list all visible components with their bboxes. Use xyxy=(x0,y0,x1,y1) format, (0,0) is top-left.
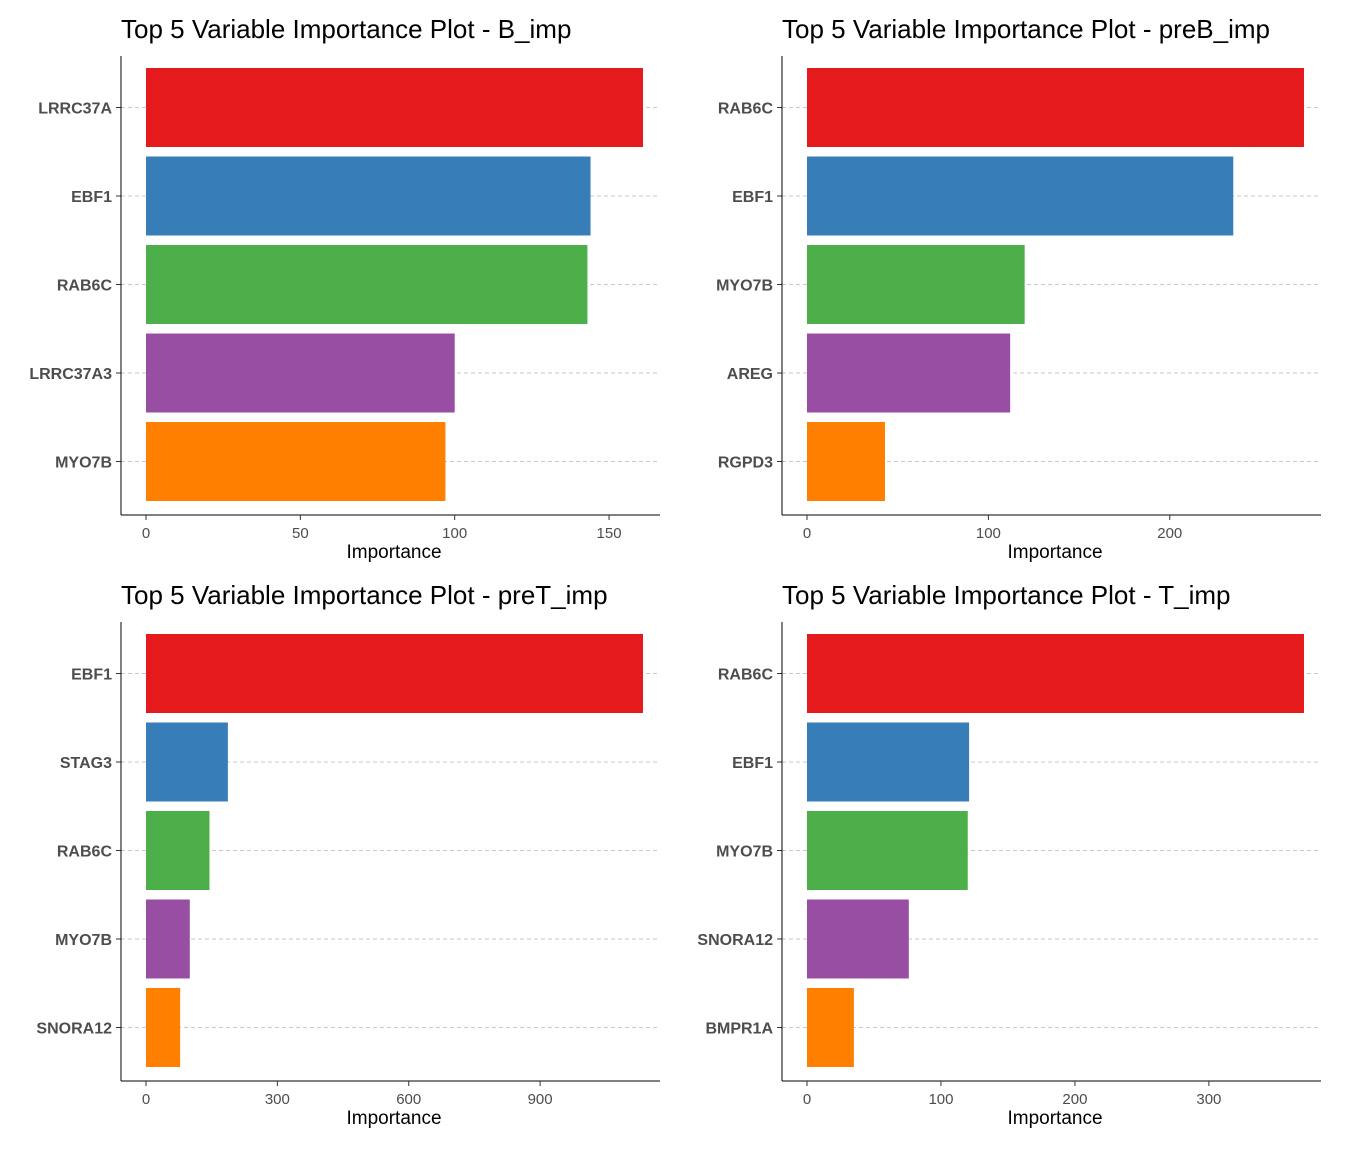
y-tick-label: BMPR1A xyxy=(705,1021,773,1038)
y-tick-label: RGPD3 xyxy=(718,455,773,472)
x-axis-label: Importance xyxy=(346,1108,442,1129)
bar-bmpr1a xyxy=(807,988,854,1067)
bar-lrrc37a xyxy=(146,68,643,147)
x-tick-label: 600 xyxy=(396,1091,421,1108)
chart-title: Top 5 Variable Importance Plot - T_imp xyxy=(782,580,1231,610)
bar-snora12 xyxy=(146,988,181,1067)
x-axis-label: Importance xyxy=(1007,542,1103,563)
bar-snora12 xyxy=(807,899,909,979)
y-tick-label: EBF1 xyxy=(732,755,773,772)
bar-ebf1 xyxy=(807,722,970,802)
x-tick-label: 0 xyxy=(142,1091,150,1108)
x-tick-label: 300 xyxy=(1196,1091,1221,1108)
bar-rab6c xyxy=(146,811,210,890)
y-tick-label: SNORA12 xyxy=(36,1021,112,1038)
chart-panel-pret-imp: Top 5 Variable Importance Plot - preT_im… xyxy=(0,566,660,1132)
y-tick-label: STAG3 xyxy=(60,755,112,772)
bar-lrrc37a3 xyxy=(146,333,455,413)
y-tick-label: EBF1 xyxy=(71,667,112,684)
x-axis-label: Importance xyxy=(1007,1108,1103,1129)
y-tick-label: SNORA12 xyxy=(697,932,773,949)
x-tick-label: 0 xyxy=(803,525,811,542)
y-tick-label: RAB6C xyxy=(57,278,113,295)
chart-title: Top 5 Variable Importance Plot - preB_im… xyxy=(782,14,1270,44)
chart-plot-area: EBF1 STAG3 RAB6C MYO7B SNORA12 0 300 600 900 xyxy=(36,622,660,1108)
bar-myo7b xyxy=(807,811,968,890)
bar-rab6c xyxy=(146,245,588,324)
y-tick-label: EBF1 xyxy=(732,189,773,206)
bar-myo7b xyxy=(807,245,1025,324)
y-tick-label: RAB6C xyxy=(718,101,774,118)
y-tick-label: AREG xyxy=(727,366,773,383)
x-tick-label: 50 xyxy=(292,525,309,542)
chart-plot-area: LRRC37A EBF1 RAB6C LRRC37A3 MYO7B 0 50 100 150 xyxy=(29,56,660,542)
y-tick-label: MYO7B xyxy=(55,455,112,472)
y-tick-label: RAB6C xyxy=(57,844,113,861)
chart-panel-preb-imp: Top 5 Variable Importance Plot - preB_im… xyxy=(661,0,1321,566)
chart-plot-area: RAB6C EBF1 MYO7B AREG RGPD3 0 100 200 xyxy=(716,56,1321,542)
bar-areg xyxy=(807,333,1011,413)
x-tick-label: 0 xyxy=(803,1091,811,1108)
bar-stag3 xyxy=(146,722,228,802)
x-tick-label: 100 xyxy=(976,525,1001,542)
x-tick-label: 150 xyxy=(597,525,622,542)
bar-rgpd3 xyxy=(807,422,885,501)
x-tick-label: 900 xyxy=(528,1091,553,1108)
y-tick-label: LRRC37A3 xyxy=(29,366,112,383)
chart-panel-t-imp: Top 5 Variable Importance Plot - T_imp R… xyxy=(661,566,1321,1132)
y-tick-label: LRRC37A xyxy=(38,101,112,118)
bar-myo7b xyxy=(146,899,190,979)
y-tick-label: MYO7B xyxy=(716,844,773,861)
chart-panel-b-imp: Top 5 Variable Importance Plot - B_imp L… xyxy=(0,0,660,566)
bar-rab6c xyxy=(807,634,1304,713)
y-tick-label: MYO7B xyxy=(55,932,112,949)
bar-ebf1 xyxy=(146,156,591,236)
y-tick-label: MYO7B xyxy=(716,278,773,295)
chart-plot-area: RAB6C EBF1 MYO7B SNORA12 BMPR1A 0 100 200 300 xyxy=(697,622,1321,1108)
chart-title: Top 5 Variable Importance Plot - preT_im… xyxy=(121,580,608,610)
x-tick-label: 100 xyxy=(928,1091,953,1108)
x-tick-label: 100 xyxy=(442,525,467,542)
y-tick-label: EBF1 xyxy=(71,189,112,206)
bar-ebf1 xyxy=(807,156,1234,236)
x-axis-label: Importance xyxy=(346,542,442,563)
chart-title: Top 5 Variable Importance Plot - B_imp xyxy=(121,14,572,44)
y-tick-label: RAB6C xyxy=(718,667,774,684)
bar-rab6c xyxy=(807,68,1304,147)
bar-ebf1 xyxy=(146,634,643,713)
x-tick-label: 0 xyxy=(142,525,150,542)
x-tick-label: 200 xyxy=(1157,525,1182,542)
x-tick-label: 300 xyxy=(265,1091,290,1108)
bar-myo7b xyxy=(146,422,446,501)
x-tick-label: 200 xyxy=(1062,1091,1087,1108)
